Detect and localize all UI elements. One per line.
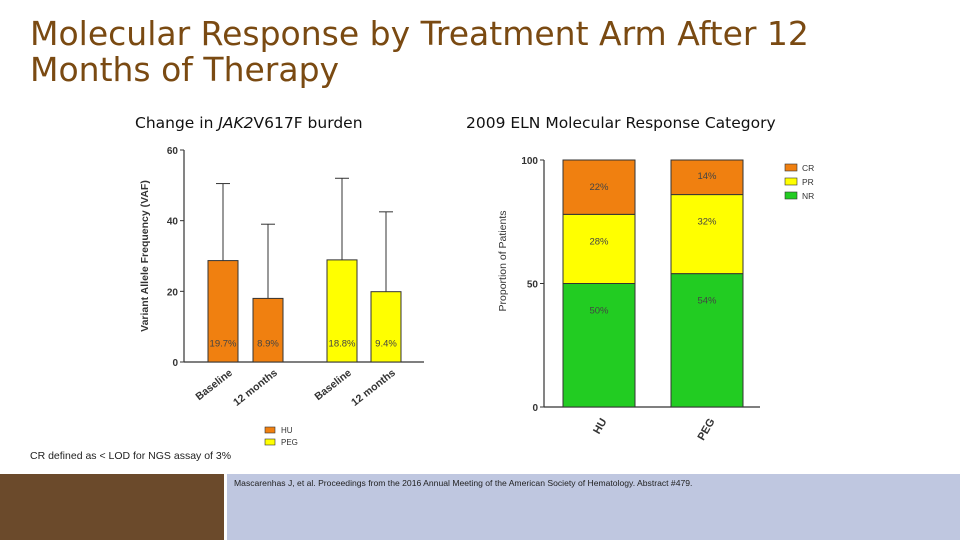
bar bbox=[370, 291, 402, 363]
stacked-segment-pr bbox=[670, 194, 744, 275]
x-tick-label: 12 months bbox=[349, 367, 398, 409]
legend-label: NR bbox=[802, 191, 814, 201]
legend-label: PR bbox=[802, 177, 814, 187]
bar-data-label: 8.9% bbox=[257, 339, 279, 350]
y-tick-label: 100 bbox=[521, 156, 538, 167]
stacked-segment-nr bbox=[562, 283, 636, 408]
legend-swatch bbox=[264, 438, 276, 446]
bar-data-label: 9.4% bbox=[375, 339, 397, 350]
x-tick-label: HU bbox=[591, 416, 609, 436]
left-chart-subtitle: Change in JAK2V617F burden bbox=[135, 114, 363, 132]
y-tick-label: 60 bbox=[167, 146, 179, 157]
bar bbox=[252, 297, 284, 363]
segment-data-label: 22% bbox=[589, 182, 609, 193]
x-tick-label: Baseline bbox=[312, 367, 354, 403]
footer-band-left bbox=[0, 474, 224, 540]
legend-label: CR bbox=[802, 163, 814, 173]
eln-stacked-bar-chart: 0 50 100 Proportion of Patients 50% 28% 22% HU 5… bbox=[497, 156, 814, 443]
segment-data-label: 32% bbox=[697, 217, 717, 228]
segment-data-label: 50% bbox=[589, 306, 609, 317]
stacked-segment-pr bbox=[562, 213, 636, 284]
footer-band-right bbox=[227, 474, 960, 540]
y-tick-label: 0 bbox=[172, 358, 178, 369]
x-tick-label: 12 months bbox=[231, 367, 280, 409]
footnote: CR defined as < LOD for NGS assay of 3% bbox=[30, 450, 232, 462]
y-tick-label: 0 bbox=[532, 403, 538, 414]
stacked-segment-nr bbox=[670, 273, 744, 408]
legend-label: HU bbox=[281, 426, 293, 435]
y-axis-label: Proportion of Patients bbox=[497, 211, 509, 312]
bar-data-label: 18.8% bbox=[329, 339, 356, 350]
y-tick-label: 40 bbox=[167, 217, 179, 228]
segment-data-label: 28% bbox=[589, 236, 609, 247]
left-subtitle-gene: JAK2 bbox=[218, 114, 254, 132]
vaf-bar-chart: 0 20 40 60 Variant Allele Frequency (VAF) 19.… bbox=[139, 146, 424, 447]
legend-swatch bbox=[264, 426, 276, 434]
y-axis-label: Variant Allele Frequency (VAF) bbox=[139, 180, 151, 332]
legend-swatch bbox=[784, 177, 798, 186]
right-chart-subtitle: 2009 ELN Molecular Response Category bbox=[466, 114, 776, 132]
left-subtitle-prefix: Change in bbox=[135, 114, 219, 132]
legend-swatch bbox=[784, 191, 798, 200]
bar bbox=[326, 259, 358, 363]
bar bbox=[207, 260, 239, 363]
y-tick-label: 20 bbox=[167, 287, 179, 298]
x-tick-label: Baseline bbox=[193, 367, 235, 403]
segment-data-label: 54% bbox=[697, 296, 717, 307]
bar-data-label: 19.7% bbox=[210, 339, 237, 350]
legend-swatch bbox=[784, 163, 798, 172]
y-tick-label: 50 bbox=[527, 280, 539, 291]
stacked-segment-cr bbox=[562, 159, 636, 215]
segment-data-label: 14% bbox=[697, 171, 717, 182]
legend-label: PEG bbox=[281, 438, 298, 447]
left-subtitle-suffix: V617F burden bbox=[253, 114, 363, 132]
slide-title: Molecular Response by Treatment Arm Afte… bbox=[30, 14, 809, 89]
stacked-segment-cr bbox=[670, 159, 744, 196]
citation: Mascarenhas J, et al. Proceedings from t… bbox=[234, 478, 693, 488]
x-tick-label: PEG bbox=[696, 417, 718, 443]
